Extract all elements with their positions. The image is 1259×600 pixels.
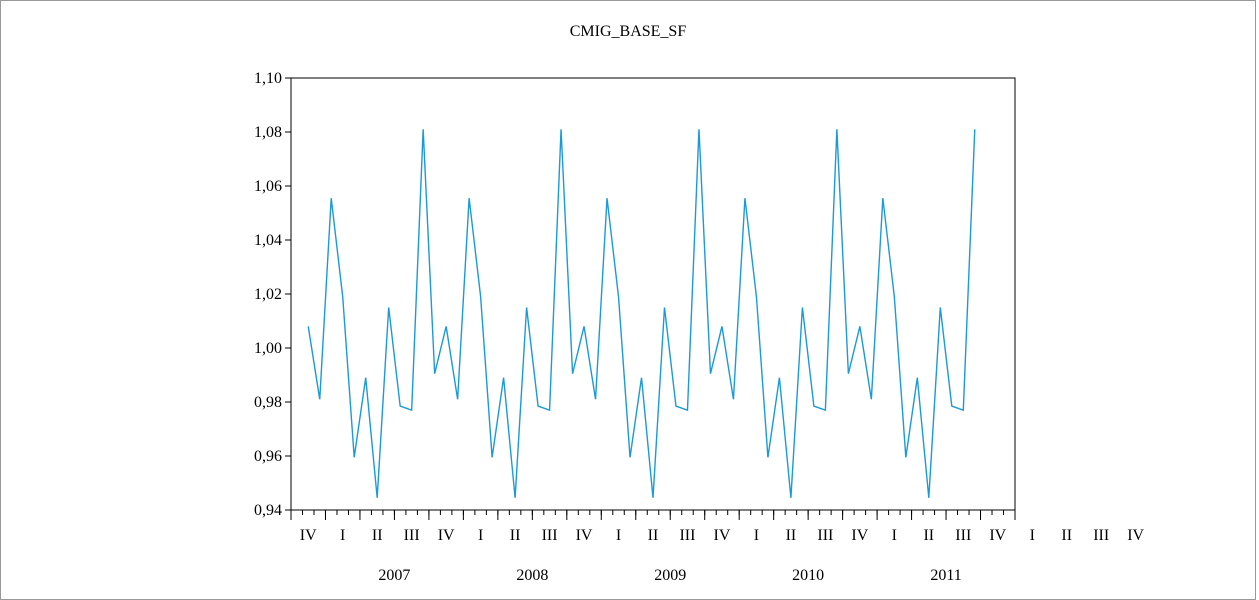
data-series bbox=[308, 129, 975, 498]
x-quarter-label: III bbox=[1093, 527, 1109, 544]
y-tick-label: 1,06 bbox=[254, 178, 282, 195]
x-quarter-label: III bbox=[955, 527, 971, 544]
y-tick-label: 1,00 bbox=[254, 340, 282, 357]
x-quarter-label: III bbox=[817, 527, 833, 544]
x-quarter-label: IV bbox=[1127, 527, 1144, 544]
y-tick-label: 0,94 bbox=[254, 502, 282, 519]
x-year-label: 2010 bbox=[792, 567, 824, 584]
y-tick-label: 1,02 bbox=[254, 286, 282, 303]
x-quarter-label: III bbox=[542, 527, 558, 544]
y-tick-label: 1,10 bbox=[254, 70, 282, 87]
x-quarter-label: I bbox=[616, 527, 621, 544]
x-year-label: 2009 bbox=[654, 567, 686, 584]
y-axis: 0,94 0,96 0,98 1,00 1,02 1,04 1,06 1,08 1,10 bbox=[254, 70, 291, 519]
x-quarter-label: II bbox=[510, 527, 521, 544]
x-year-label: 2011 bbox=[930, 567, 961, 584]
y-tick-label: 1,08 bbox=[254, 124, 282, 141]
x-quarter-label: I bbox=[1030, 527, 1035, 544]
x-quarter-label: II bbox=[1061, 527, 1072, 544]
x-quarter-label: IV bbox=[989, 527, 1006, 544]
x-quarter-label: IV bbox=[714, 527, 731, 544]
y-tick-label: 1,04 bbox=[254, 232, 282, 249]
x-quarter-label: III bbox=[679, 527, 695, 544]
x-year-label: 2007 bbox=[378, 567, 410, 584]
x-quarter-label: I bbox=[340, 527, 345, 544]
x-quarter-label: I bbox=[754, 527, 759, 544]
plot-area bbox=[291, 78, 1015, 510]
x-quarter-label: III bbox=[404, 527, 420, 544]
x-year-label: 2008 bbox=[516, 567, 548, 584]
y-tick-label: 0,98 bbox=[254, 394, 282, 411]
x-quarter-label: I bbox=[478, 527, 483, 544]
series-line bbox=[308, 129, 975, 498]
x-quarter-label: IV bbox=[300, 527, 317, 544]
y-tick-label: 0,96 bbox=[254, 448, 282, 465]
x-quarter-label: II bbox=[786, 527, 797, 544]
chart-title: CMIG_BASE_SF bbox=[570, 23, 687, 40]
x-quarter-label: II bbox=[648, 527, 659, 544]
x-quarter-label: IV bbox=[576, 527, 593, 544]
x-quarter-label: II bbox=[923, 527, 934, 544]
x-quarter-label: IV bbox=[851, 527, 868, 544]
x-quarter-label: II bbox=[372, 527, 383, 544]
x-quarter-label: I bbox=[892, 527, 897, 544]
x-quarter-label: IV bbox=[438, 527, 455, 544]
